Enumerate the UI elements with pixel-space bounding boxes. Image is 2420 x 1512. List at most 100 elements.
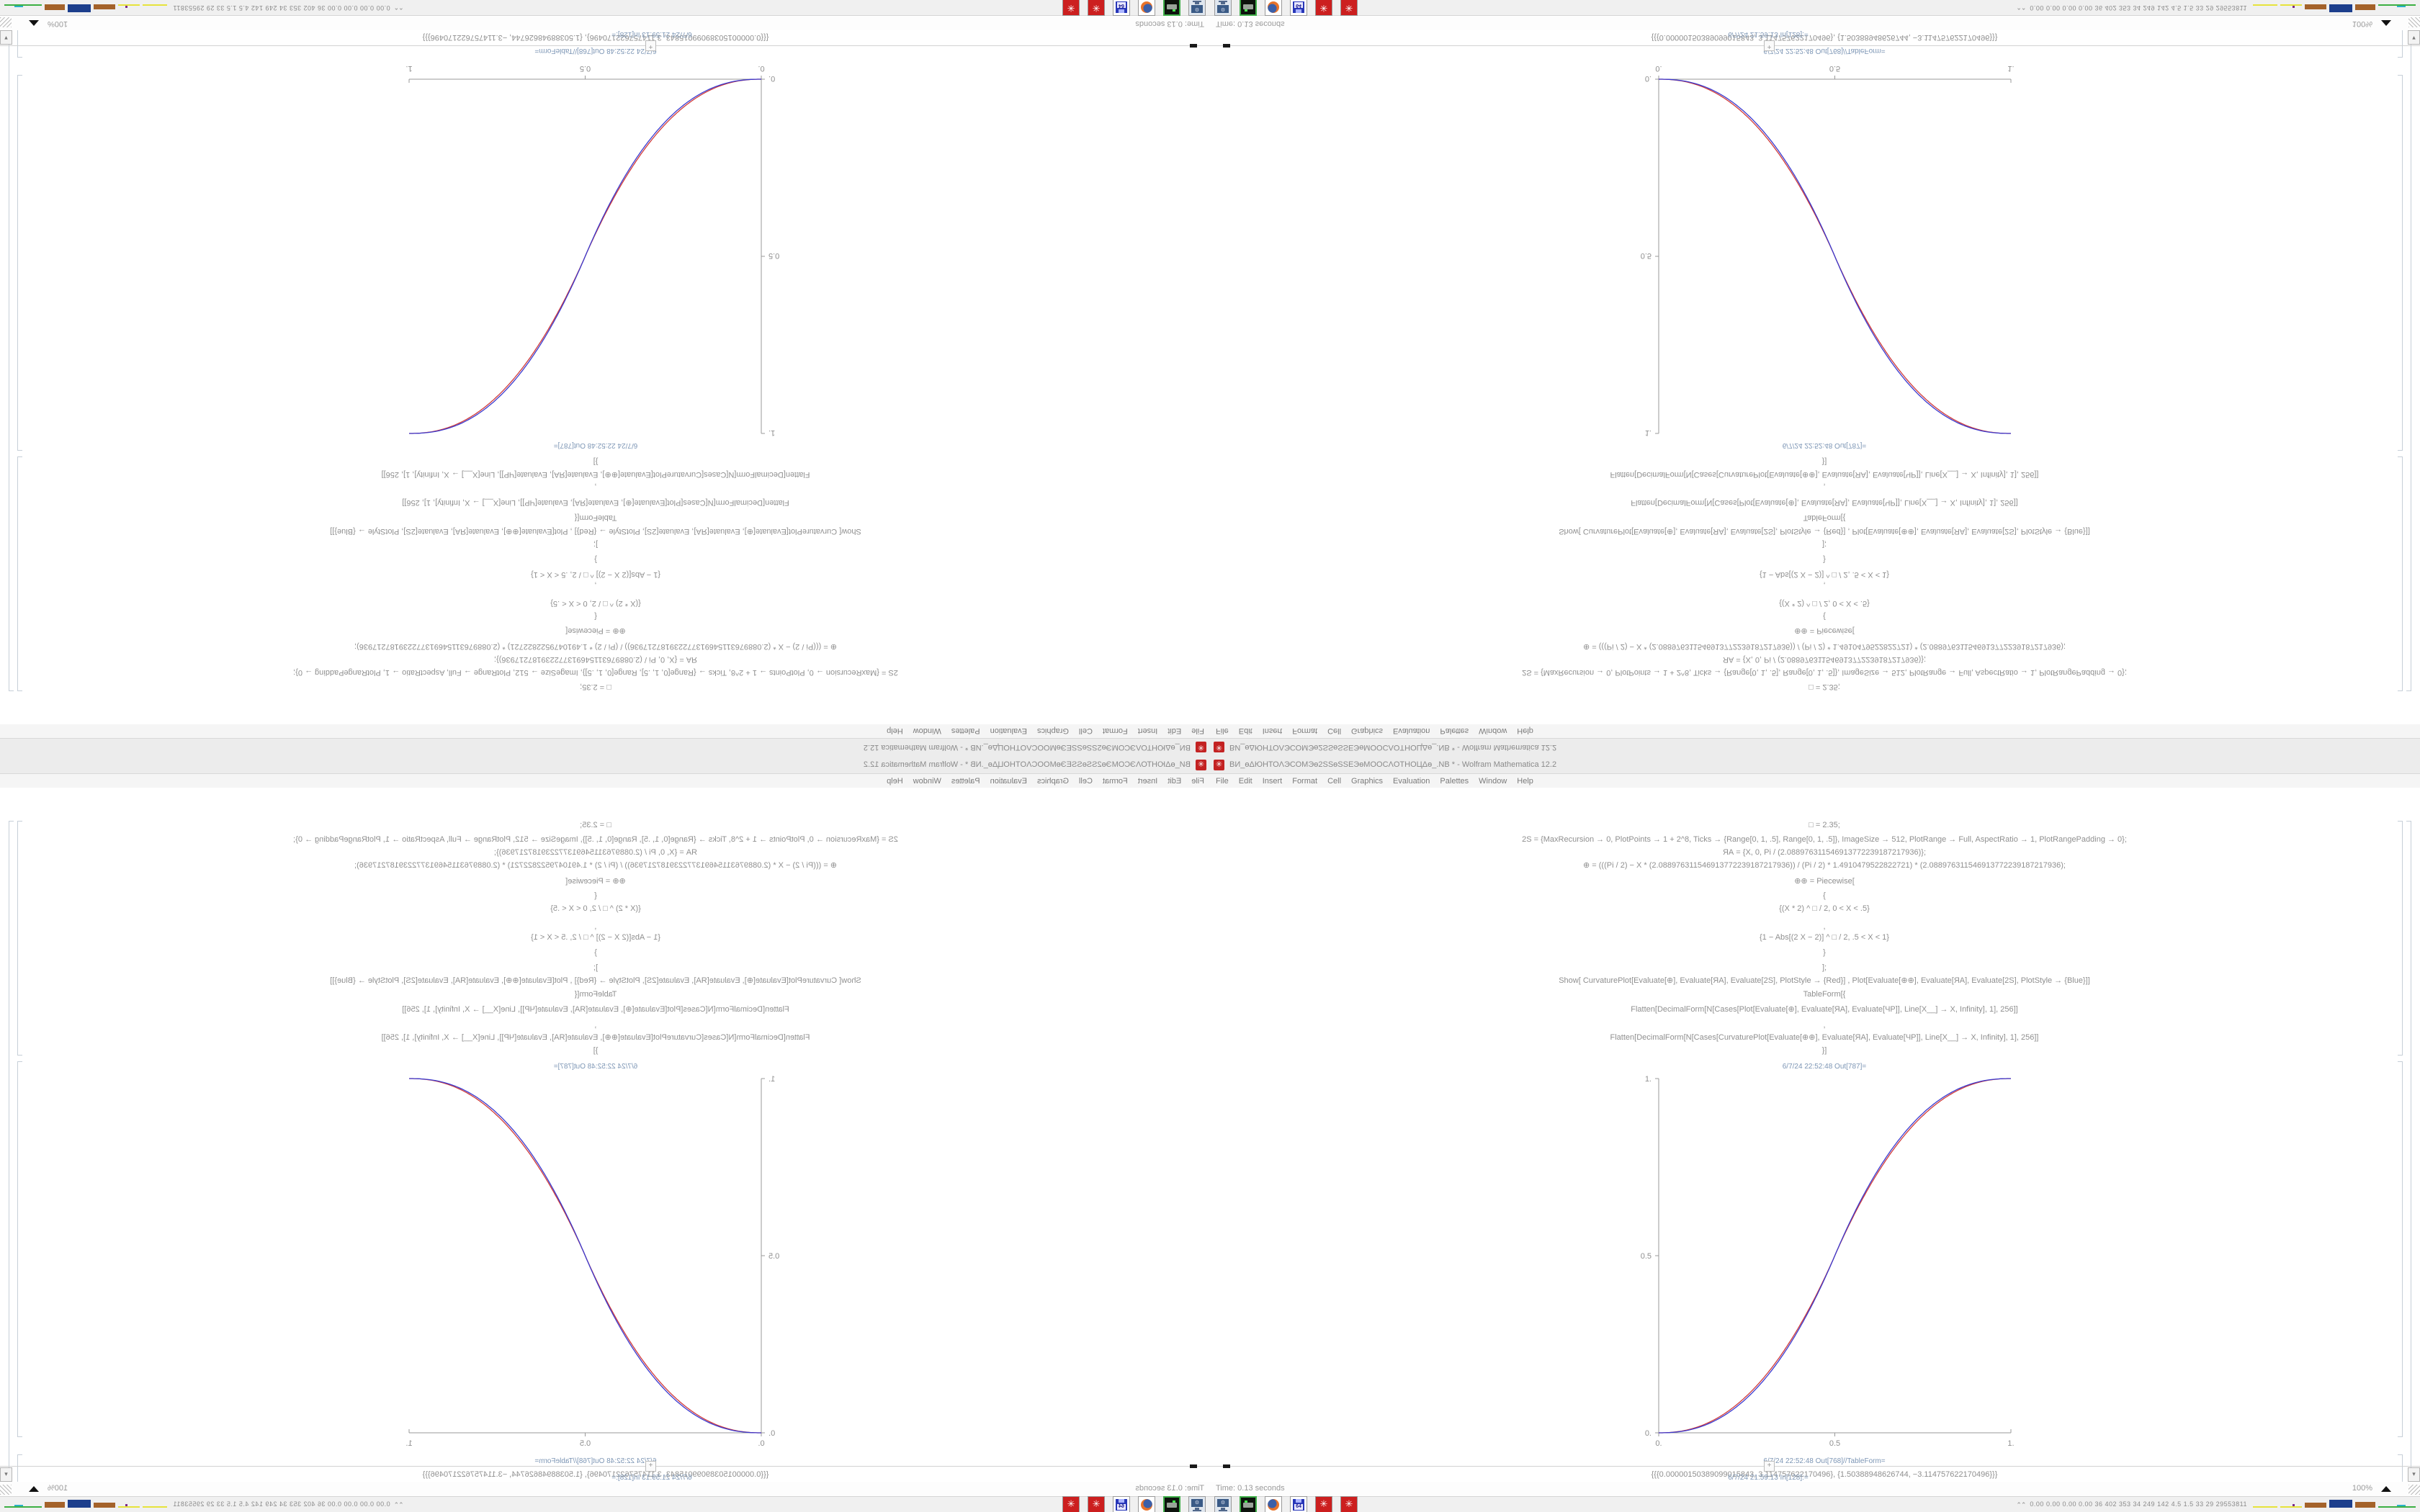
input-line[interactable]: , xyxy=(594,922,597,931)
menu-item-palettes[interactable]: Palettes xyxy=(1440,726,1469,736)
scrollbar-down-arrow[interactable]: ▾ xyxy=(2408,30,2420,45)
input-line[interactable]: Flatten[DecimalForm[N[Cases[CurvaturePlo… xyxy=(381,1033,810,1042)
window-titlebar[interactable]: ✳ ВИ_ѳΔЮНТОΛЭСОМЭѳ2ЅЅѳЅЅЕЭѳМООСΛОТНОЦΔѳ_… xyxy=(0,738,1210,756)
menu-item-window[interactable]: Window xyxy=(1479,726,1507,736)
system-monitor-icon[interactable]: ⚙ xyxy=(1188,0,1206,16)
menu-item-help[interactable]: Help xyxy=(1517,726,1533,736)
cell-group-bracket[interactable] xyxy=(9,821,14,1482)
input-line[interactable]: TableForm[{ xyxy=(574,990,617,999)
menu-item-file[interactable]: File xyxy=(1216,726,1229,736)
magnification-control[interactable]: 100% xyxy=(48,1484,68,1493)
insert-cell-button[interactable]: + xyxy=(645,1461,656,1472)
input-line[interactable]: TableForm[{ xyxy=(1803,990,1846,999)
plot-cell-bracket[interactable] xyxy=(17,75,22,451)
floppy-64-icon[interactable]: 64 xyxy=(1290,1496,1307,1512)
cell-group-bracket[interactable] xyxy=(9,30,14,691)
input-line[interactable]: ЯА = {X, 0, Pi / (2.08897631154691377223… xyxy=(493,655,698,664)
input-line[interactable]: } xyxy=(1823,555,1826,564)
table-cell-bracket[interactable] xyxy=(2398,30,2403,58)
input-line[interactable]: ⊕⊕ = Piecewise[ xyxy=(1794,626,1855,635)
firefox-icon[interactable] xyxy=(1265,0,1282,16)
input-line[interactable]: {1 − Abs[(2 X − 2)] ^ □ / 2, .5 < X < 1} xyxy=(531,570,660,579)
menu-item-format[interactable]: Format xyxy=(1292,726,1318,736)
input-line[interactable]: ]; xyxy=(593,540,599,549)
plot-cell-bracket[interactable] xyxy=(2398,1061,2403,1437)
wolfram-red-icon[interactable]: ✳ xyxy=(1340,0,1358,16)
floppy-64-icon[interactable]: 64 xyxy=(1290,0,1307,16)
disk-utility-icon[interactable] xyxy=(1163,0,1180,16)
input-line[interactable]: TableForm[{ xyxy=(1803,513,1846,522)
scrollbar-down-arrow[interactable]: ▾ xyxy=(0,30,12,45)
notebook-content-area[interactable]: □ = 2.35; 2Ѕ = {MaxRecursion → 0, PlotPo… xyxy=(1210,788,2420,1482)
input-line[interactable]: Show[ CurvaturePlot[Evaluate[⊕], Evaluat… xyxy=(330,976,861,985)
menu-item-edit[interactable]: Edit xyxy=(1168,776,1182,786)
table-cell-bracket[interactable] xyxy=(2398,1454,2403,1482)
input-line[interactable]: Flatten[DecimalForm[N[Cases[Plot[Evaluat… xyxy=(402,1005,789,1014)
magnification-control[interactable]: 100% xyxy=(2352,1484,2372,1493)
input-line[interactable]: {(X * 2) ^ □ / 2, 0 < X < .5} xyxy=(550,904,641,913)
input-line[interactable]: □ = 2.35; xyxy=(580,821,611,829)
menu-item-graphics[interactable]: Graphics xyxy=(1036,726,1069,736)
input-line[interactable]: Flatten[DecimalForm[N[Cases[Plot[Evaluat… xyxy=(1631,498,2018,507)
menu-item-graphics[interactable]: Graphics xyxy=(1036,776,1069,786)
input-line[interactable]: ЯА = {X, 0, Pi / (2.08897631154691377223… xyxy=(493,848,698,857)
input-line[interactable]: Show[ CurvaturePlot[Evaluate[⊕], Evaluat… xyxy=(330,527,861,536)
input-line[interactable]: }] xyxy=(593,457,599,466)
menu-item-file[interactable]: File xyxy=(1191,776,1204,786)
plot-cell-bracket[interactable] xyxy=(2398,75,2403,451)
input-line[interactable]: {1 − Abs[(2 X − 2)] ^ □ / 2, .5 < X < 1} xyxy=(531,933,660,942)
menu-item-edit[interactable]: Edit xyxy=(1238,726,1252,736)
scrollbar-down-arrow[interactable]: ▾ xyxy=(2408,1467,2420,1482)
wolfram-red-icon[interactable]: ✳ xyxy=(1062,1496,1080,1512)
menu-item-window[interactable]: Window xyxy=(913,776,941,786)
menu-item-graphics[interactable]: Graphics xyxy=(1351,726,1384,736)
input-line[interactable]: □ = 2.35; xyxy=(1809,683,1840,691)
disk-utility-icon[interactable] xyxy=(1240,0,1257,16)
input-line[interactable]: ⊕ = (((Pi / 2) − X * (2.0889763115469137… xyxy=(1583,861,2066,870)
magnification-control[interactable]: 100% xyxy=(2352,19,2372,28)
insert-cell-button[interactable]: + xyxy=(1764,1461,1775,1472)
input-line[interactable]: { xyxy=(594,891,597,900)
input-line[interactable]: {(X * 2) ^ □ / 2, 0 < X < .5} xyxy=(1779,904,1870,913)
input-line[interactable]: ⊕⊕ = Piecewise[ xyxy=(1794,877,1855,886)
horizontal-scrollbar-thumb[interactable] xyxy=(1190,44,1197,48)
menu-item-window[interactable]: Window xyxy=(913,726,941,736)
input-line[interactable]: □ = 2.35; xyxy=(580,683,611,691)
input-line[interactable]: ⊕⊕ = Piecewise[ xyxy=(565,626,626,635)
notebook-content-area[interactable]: □ = 2.35; 2Ѕ = {MaxRecursion → 0, PlotPo… xyxy=(1210,30,2420,724)
input-line[interactable]: , xyxy=(1823,922,1826,931)
menu-item-evaluation[interactable]: Evaluation xyxy=(1393,726,1430,736)
menu-item-help[interactable]: Help xyxy=(1517,776,1533,786)
window-resize-grip[interactable] xyxy=(2408,17,2420,27)
input-line[interactable]: } xyxy=(1823,948,1826,957)
disk-utility-icon[interactable] xyxy=(1163,1496,1180,1512)
window-resize-grip[interactable] xyxy=(0,1485,12,1495)
input-line[interactable]: Show[ CurvaturePlot[Evaluate[⊕], Evaluat… xyxy=(1559,527,2090,536)
disk-utility-icon[interactable] xyxy=(1240,1496,1257,1512)
input-line[interactable]: Flatten[DecimalForm[N[Cases[Plot[Evaluat… xyxy=(1631,1005,2018,1014)
input-line[interactable]: 2Ѕ = {MaxRecursion → 0, PlotPoints → 1 +… xyxy=(1522,835,2127,844)
wolfram-red-icon[interactable]: ✳ xyxy=(1088,0,1105,16)
menu-item-help[interactable]: Help xyxy=(887,776,903,786)
input-line[interactable]: ]; xyxy=(1821,963,1827,972)
input-line[interactable]: , xyxy=(594,482,597,491)
floppy-64-icon[interactable]: 64 xyxy=(1113,0,1130,16)
menu-item-format[interactable]: Format xyxy=(1102,776,1128,786)
input-cell-bracket[interactable] xyxy=(17,456,22,691)
input-cell-bracket[interactable] xyxy=(17,821,22,1056)
menu-item-palettes[interactable]: Palettes xyxy=(951,726,980,736)
input-line[interactable]: ЯА = {X, 0, Pi / (2.08897631154691377223… xyxy=(1722,848,1927,857)
input-line[interactable]: 2Ѕ = {MaxRecursion → 0, PlotPoints → 1 +… xyxy=(293,668,898,677)
input-line[interactable]: ]; xyxy=(593,963,599,972)
insert-cell-button[interactable]: + xyxy=(1764,40,1775,51)
firefox-icon[interactable] xyxy=(1138,0,1155,16)
menu-item-insert[interactable]: Insert xyxy=(1137,726,1158,736)
input-line[interactable]: Flatten[DecimalForm[N[Cases[CurvaturePlo… xyxy=(381,470,810,479)
input-line[interactable]: { xyxy=(1823,612,1826,621)
table-cell-bracket[interactable] xyxy=(17,1454,22,1482)
input-line[interactable]: {(X * 2) ^ □ / 2, 0 < X < .5} xyxy=(1779,599,1870,608)
input-line[interactable]: , xyxy=(594,1021,597,1030)
menu-item-edit[interactable]: Edit xyxy=(1238,776,1252,786)
menu-item-window[interactable]: Window xyxy=(1479,776,1507,786)
menu-item-help[interactable]: Help xyxy=(887,726,903,736)
